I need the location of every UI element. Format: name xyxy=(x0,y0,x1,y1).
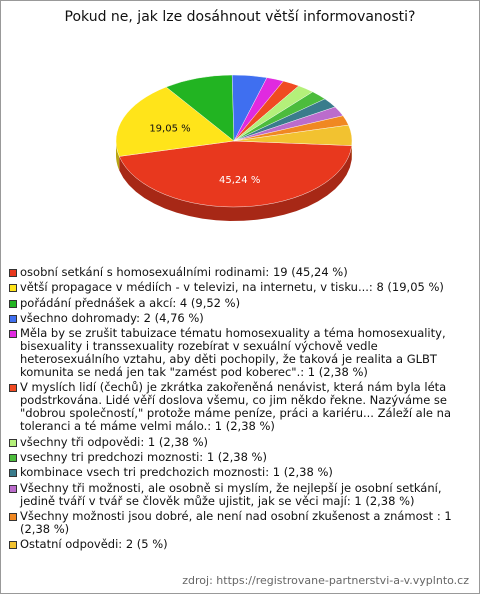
legend-swatch xyxy=(9,384,17,393)
legend-entry: osobní setkání s homosexuálními rodinami… xyxy=(9,266,471,279)
legend-swatch xyxy=(9,541,17,550)
legend-label: větší propagace v médiích - v televizi, … xyxy=(20,280,444,295)
slice-label: 19,05 % xyxy=(149,123,190,134)
legend-entry: Ostatní odpovědi: 2 (5 %) xyxy=(9,538,471,551)
legend: osobní setkání s homosexuálními rodinami… xyxy=(9,266,471,554)
legend-entry: větší propagace v médiích - v televizi, … xyxy=(9,281,471,294)
legend-swatch xyxy=(9,299,17,308)
chart: Pokud ne, jak lze dosáhnout větší inform… xyxy=(65,9,416,221)
legend-swatch xyxy=(9,469,17,478)
legend-label: Ostatní odpovědi: 2 (5 %) xyxy=(20,537,168,552)
slice-side xyxy=(119,145,352,221)
legend-label: Měla by se zrušit tabuizace tématu homos… xyxy=(20,326,446,380)
legend-swatch xyxy=(9,454,17,463)
legend-entry: pořádání přednášek a akcí: 4 (9,52 %) xyxy=(9,295,471,310)
legend-swatch xyxy=(9,284,17,293)
slice-label: 45,24 % xyxy=(219,175,260,186)
legend-entry: všechno dohromady: 2 (4,76 %) xyxy=(9,310,471,325)
slice xyxy=(118,140,352,208)
legend-label: kombinace vsech tri predchozich moznosti… xyxy=(20,465,333,480)
legend-label: vsechny tri predchozi moznosti: 1 (2,38 … xyxy=(20,450,267,465)
legend-entry: všechny tři odpovědi: 1 (2,38 %) xyxy=(9,434,471,449)
legend-swatch xyxy=(9,484,17,493)
legend-entry: Měla by se zrušit tabuizace tématu homos… xyxy=(9,327,471,379)
legend-label: všechny tři odpovědi: 1 (2,38 %) xyxy=(20,434,209,449)
chart-title: Pokud ne, jak lze dosáhnout větší inform… xyxy=(65,9,416,25)
legend-swatch xyxy=(9,314,17,323)
legend-entry: vsechny tri predchozi moznosti: 1 (2,38 … xyxy=(9,451,471,464)
legend-swatch xyxy=(9,438,17,447)
legend-entry: kombinace vsech tri predchozich moznosti… xyxy=(9,466,471,479)
slice xyxy=(115,86,235,157)
legend-label: Všechny tři možnosti, ale osobně si mysl… xyxy=(20,480,442,508)
legend-swatch xyxy=(9,512,17,521)
legend-entry: Všechny tři možnosti, ale osobně si mysl… xyxy=(9,480,471,508)
source: zdroj: https://registrovane-partnerstvi-… xyxy=(182,574,469,587)
legend-label: Všechny možnosti jsou dobré, ale není na… xyxy=(20,508,452,536)
legend-label: V myslích lidí (čechů) je zkrátka zakoře… xyxy=(20,380,451,434)
legend-entry: Všechny možnosti jsou dobré, ale není na… xyxy=(9,508,471,536)
legend-swatch xyxy=(9,269,17,277)
legend-entry: V myslích lidí (čechů) je zkrátka zakoře… xyxy=(9,381,471,433)
legend-label: všechno dohromady: 2 (4,76 %) xyxy=(20,310,204,325)
legend-swatch xyxy=(9,330,17,339)
slice-side xyxy=(116,141,120,171)
legend-label: osobní setkání s homosexuálními rodinami… xyxy=(20,265,348,279)
legend-label: pořádání přednášek a akcí: 4 (9,52 %) xyxy=(20,295,241,310)
slice xyxy=(233,124,353,146)
